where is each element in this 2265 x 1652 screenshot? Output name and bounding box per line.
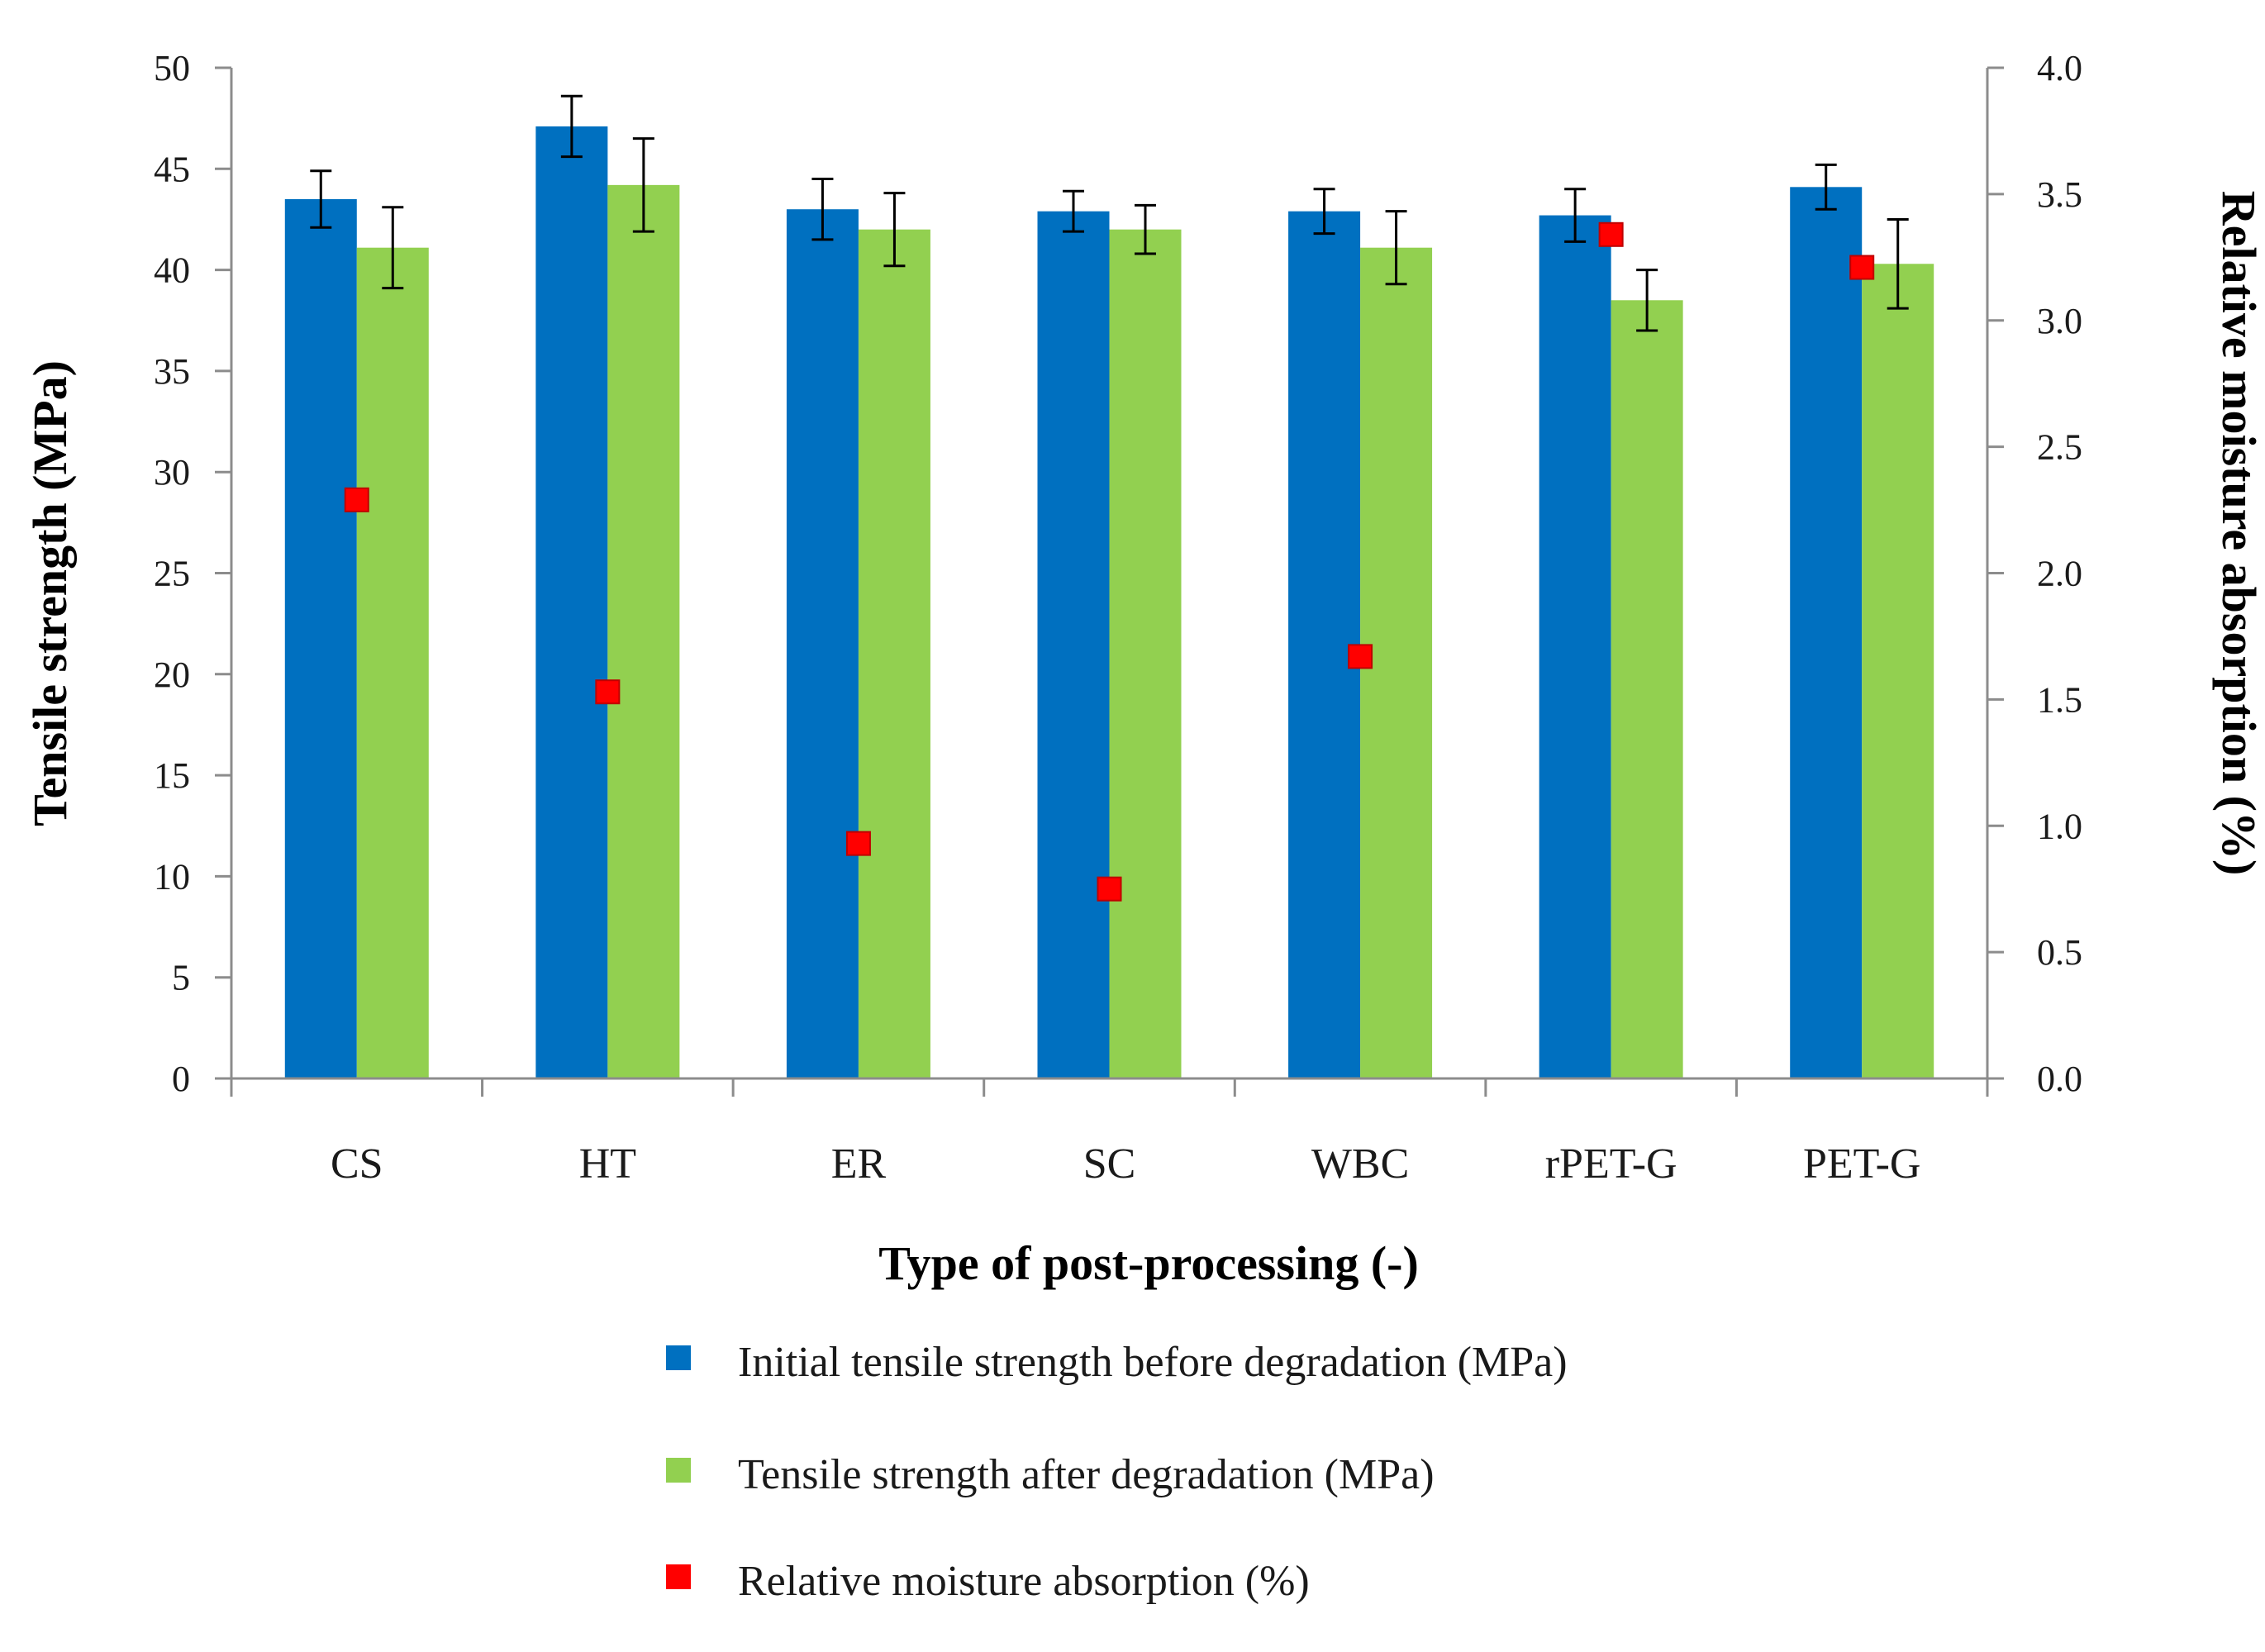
x-tick-label-HT: HT bbox=[579, 1140, 636, 1188]
bar-initial-PET-G bbox=[1790, 187, 1863, 1079]
y-tick-label: 25 bbox=[154, 554, 190, 594]
bar-initial-SC bbox=[1037, 211, 1110, 1078]
x-tick-label-WBC: WBC bbox=[1311, 1140, 1409, 1188]
y2-tick-label: 2.5 bbox=[2037, 427, 2082, 468]
x-axis-title: Type of post-processing (-) bbox=[878, 1236, 1419, 1290]
moisture-point-WBC bbox=[1348, 644, 1373, 669]
x-tick-label-SC: SC bbox=[1083, 1140, 1136, 1188]
y2-tick-label: 4.0 bbox=[2037, 48, 2082, 88]
bar-after-HT bbox=[607, 184, 680, 1078]
bar-after-PET-G bbox=[1862, 264, 1934, 1079]
x-tick-label-rPET-G: rPET-G bbox=[1545, 1140, 1677, 1188]
y2-tick-label: 0.0 bbox=[2037, 1059, 2082, 1099]
y-tick-label: 45 bbox=[154, 149, 190, 189]
y2-tick-label: 2.0 bbox=[2037, 554, 2082, 594]
y2-tick-label: 1.0 bbox=[2037, 806, 2082, 846]
bar-initial-HT bbox=[535, 126, 608, 1079]
bar-initial-rPET-G bbox=[1539, 215, 1611, 1079]
legend-label-initial: Initial tensile strength before degradat… bbox=[738, 1339, 1568, 1386]
y2-tick-label: 3.5 bbox=[2037, 174, 2082, 215]
legend: Initial tensile strength before degradat… bbox=[666, 1339, 1568, 1605]
y-tick-label: 0 bbox=[172, 1059, 190, 1099]
x-tick-label-PET-G: PET-G bbox=[1803, 1140, 1921, 1188]
moisture-point-HT bbox=[595, 679, 621, 705]
moisture-point-SC bbox=[1097, 876, 1122, 902]
moisture-point-CS bbox=[344, 487, 369, 512]
moisture-point-PET-G bbox=[1849, 255, 1875, 280]
moisture-point-rPET-G bbox=[1598, 221, 1624, 247]
bar-after-SC bbox=[1109, 229, 1182, 1079]
x-tick-label-ER: ER bbox=[831, 1140, 887, 1188]
bar-after-ER bbox=[858, 229, 930, 1079]
moisture-point-ER bbox=[845, 831, 871, 856]
y2-tick-label: 3.0 bbox=[2037, 301, 2082, 341]
y2-tick-label: 0.5 bbox=[2037, 932, 2082, 973]
y2-axis-title: Relative moisture absorption (%) bbox=[2212, 191, 2265, 876]
bar-initial-CS bbox=[284, 198, 357, 1079]
y-tick-label: 30 bbox=[154, 452, 190, 493]
y-tick-label: 35 bbox=[154, 351, 190, 392]
y2-tick-label: 1.5 bbox=[2037, 679, 2082, 720]
y-tick-label: 50 bbox=[154, 48, 190, 88]
bar-initial-ER bbox=[786, 209, 859, 1079]
y-tick-label: 20 bbox=[154, 655, 190, 695]
bar-after-rPET-G bbox=[1611, 300, 1683, 1078]
legend-label-moisture: Relative moisture absorption (%) bbox=[738, 1558, 1310, 1605]
legend-swatch-moisture bbox=[666, 1564, 691, 1589]
bar-after-CS bbox=[356, 247, 429, 1079]
x-tick-label-CS: CS bbox=[331, 1140, 383, 1188]
y-tick-label: 5 bbox=[172, 958, 190, 998]
legend-swatch-initial bbox=[666, 1345, 691, 1370]
y-axis-title: Tensile strength (MPa) bbox=[23, 360, 77, 826]
legend-swatch-after bbox=[666, 1458, 691, 1483]
y-tick-label: 40 bbox=[154, 250, 190, 291]
y-tick-label: 15 bbox=[154, 755, 190, 796]
legend-label-after: Tensile strength after degradation (MPa) bbox=[738, 1451, 1435, 1498]
y-tick-label: 10 bbox=[154, 856, 190, 897]
